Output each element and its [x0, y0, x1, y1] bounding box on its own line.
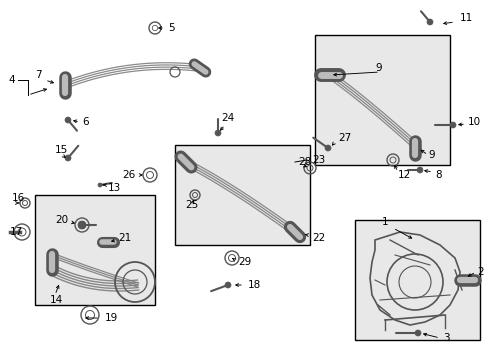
Circle shape [427, 19, 433, 25]
Text: 6: 6 [82, 117, 89, 127]
Text: 18: 18 [248, 280, 261, 290]
Text: 9: 9 [375, 63, 382, 73]
Text: 13: 13 [108, 183, 121, 193]
Text: 24: 24 [221, 113, 235, 123]
Bar [315, 35, 450, 165]
Circle shape [325, 145, 331, 151]
Circle shape [215, 130, 221, 136]
Circle shape [415, 330, 421, 336]
Text: 3: 3 [443, 333, 450, 343]
Text: 9: 9 [428, 150, 435, 160]
Text: 14: 14 [50, 295, 63, 305]
Bar [35, 195, 155, 305]
Bar [175, 145, 310, 245]
Text: 29: 29 [238, 257, 251, 267]
Text: 12: 12 [398, 170, 411, 180]
Text: 15: 15 [55, 145, 68, 155]
Text: 4: 4 [8, 75, 15, 85]
Text: 5: 5 [168, 23, 174, 33]
Text: 17: 17 [10, 227, 23, 237]
Text: 11: 11 [460, 13, 473, 23]
Text: 10: 10 [468, 117, 481, 127]
Circle shape [65, 117, 71, 123]
Text: 28: 28 [298, 157, 311, 167]
Circle shape [225, 282, 231, 288]
Circle shape [78, 221, 86, 229]
Circle shape [98, 183, 102, 187]
Text: 25: 25 [185, 200, 198, 210]
Text: 22: 22 [312, 233, 325, 243]
Text: 7: 7 [35, 70, 42, 80]
Bar [355, 220, 480, 340]
Text: 8: 8 [435, 170, 441, 180]
Text: 20: 20 [55, 215, 68, 225]
Text: 23: 23 [312, 155, 325, 165]
Text: 1: 1 [382, 217, 388, 227]
Text: 21: 21 [118, 233, 131, 243]
Circle shape [65, 155, 71, 161]
Text: 26: 26 [122, 170, 135, 180]
Text: 16: 16 [12, 193, 25, 203]
Circle shape [450, 122, 456, 128]
Text: 27: 27 [338, 133, 351, 143]
Text: 2: 2 [477, 267, 484, 277]
Text: 19: 19 [105, 313, 118, 323]
Circle shape [417, 167, 423, 173]
